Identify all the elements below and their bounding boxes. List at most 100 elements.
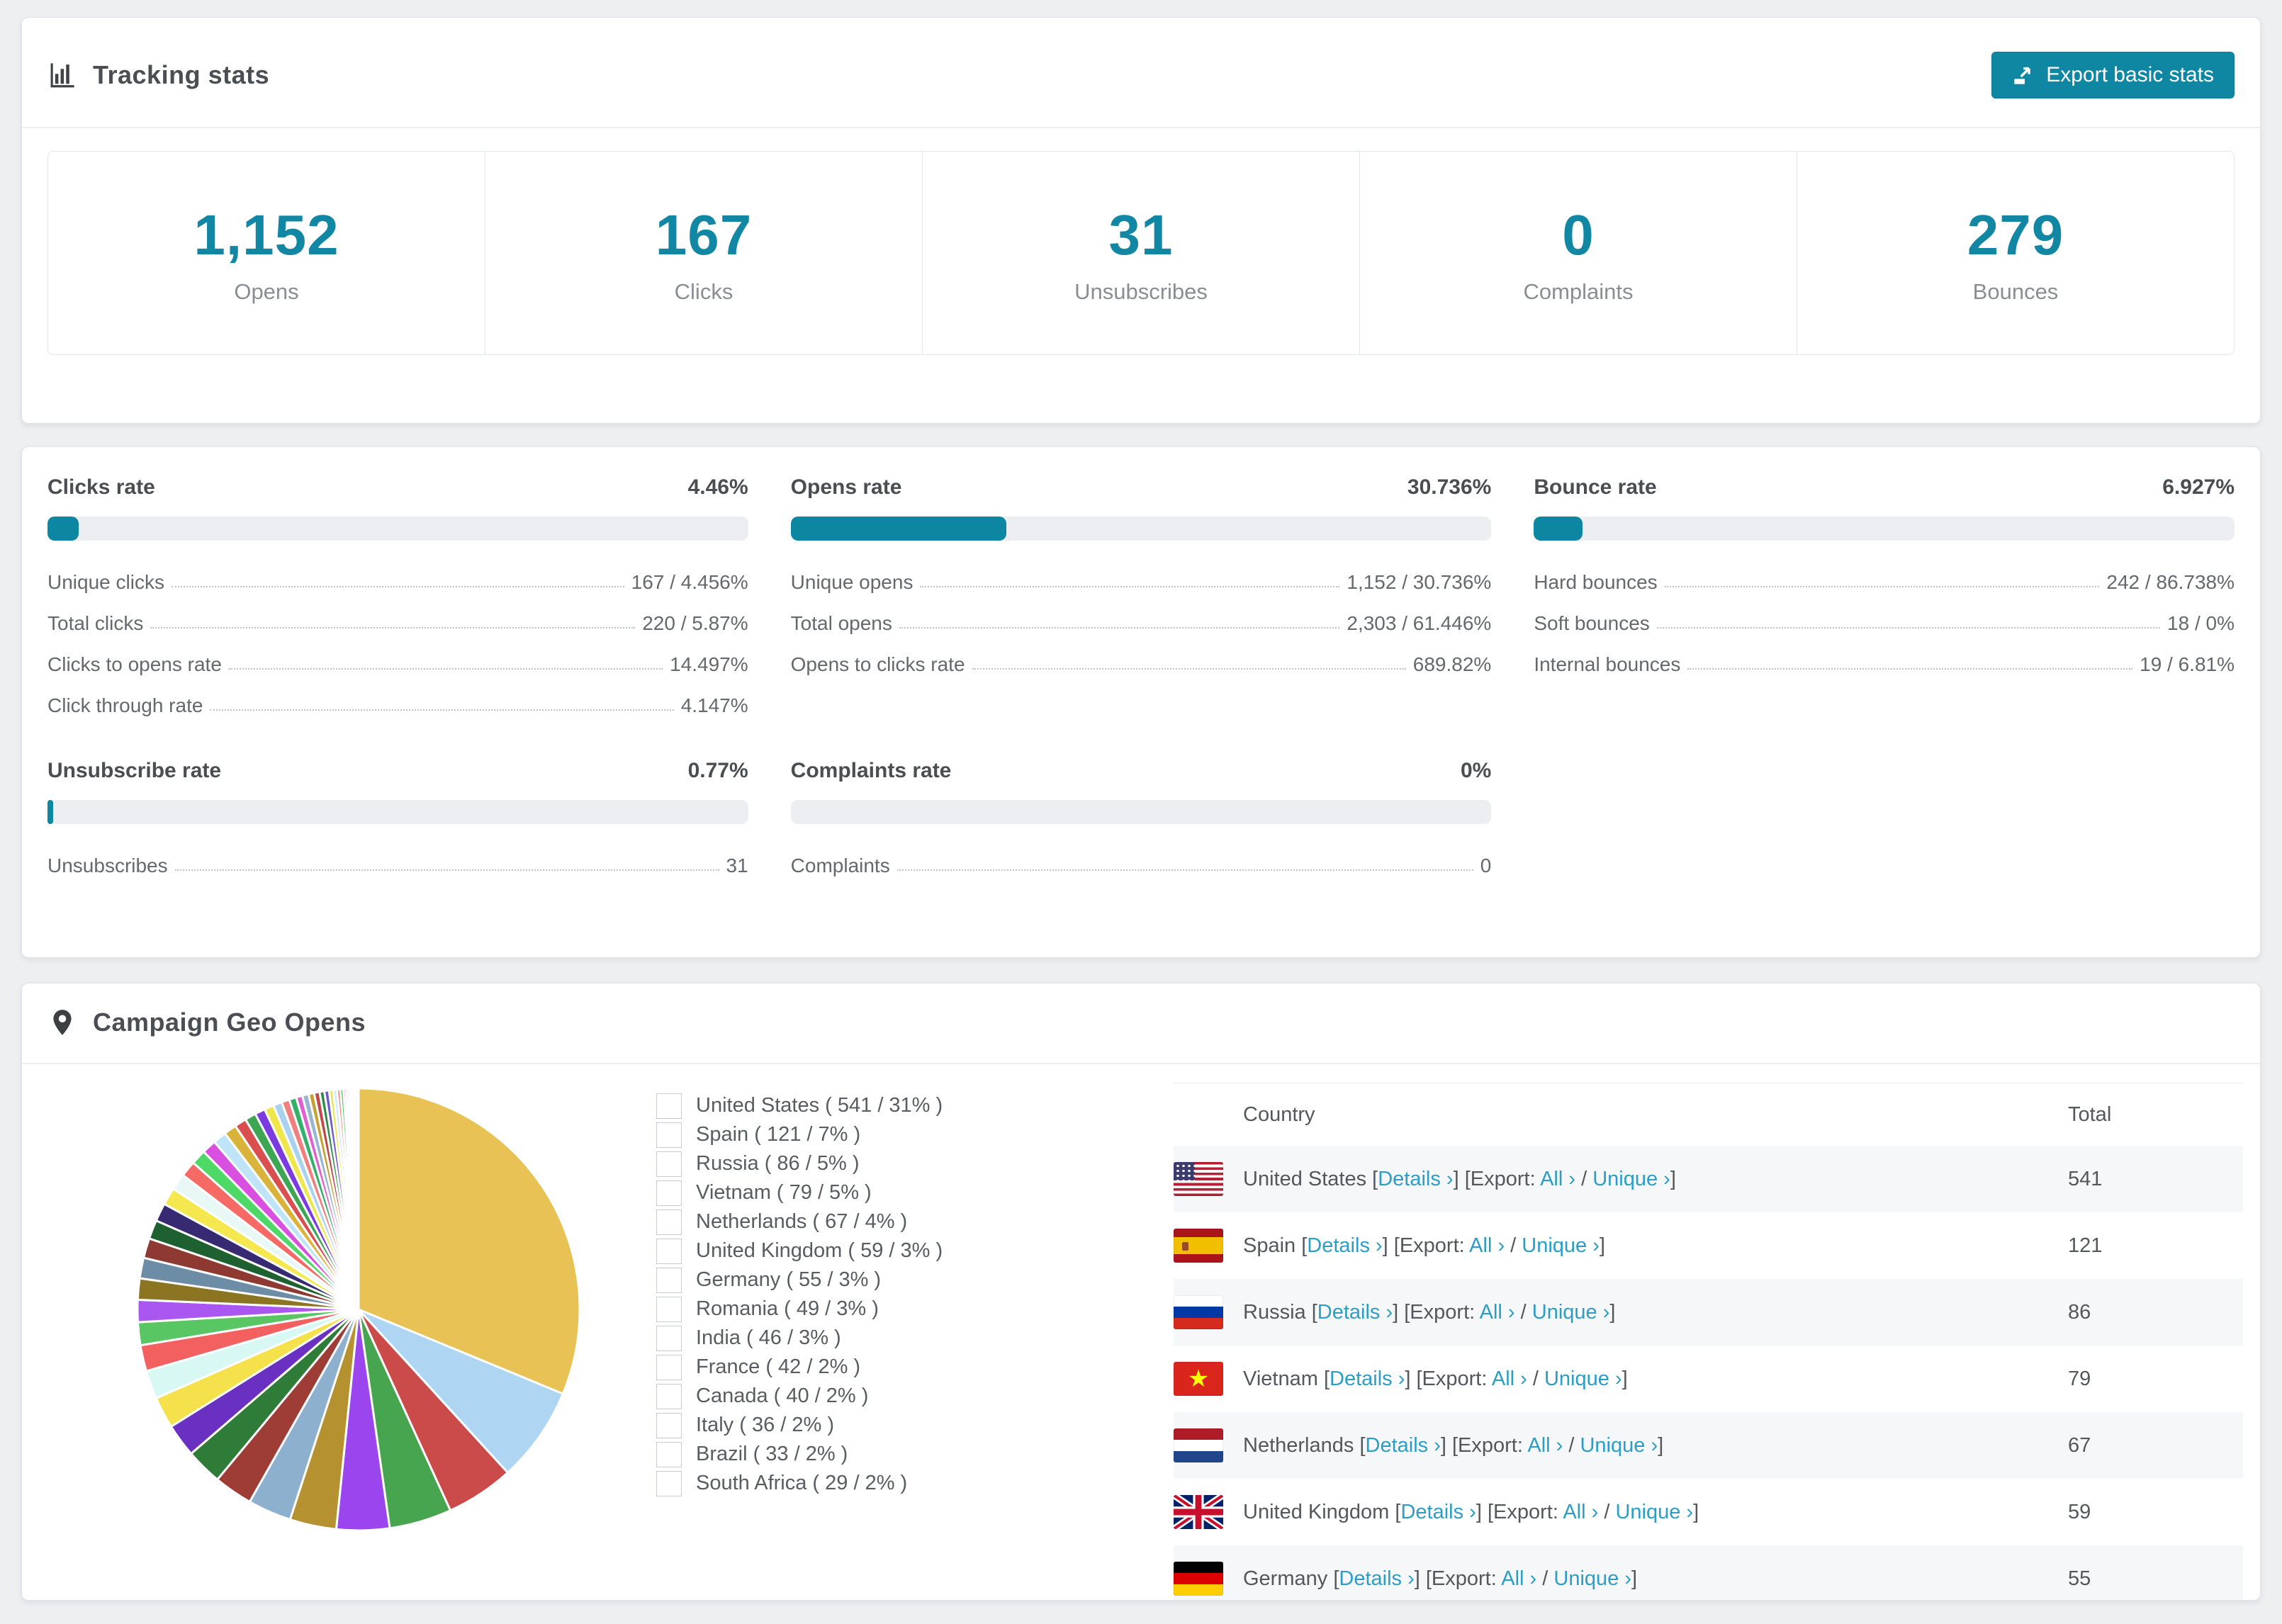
bracket-open: [ [1301, 1234, 1308, 1257]
rate-row-value: 689.82% [1412, 653, 1492, 675]
pie-chart[interactable] [132, 1083, 585, 1536]
export-unique-link[interactable]: Unique › [1580, 1433, 1658, 1457]
export-unique-link[interactable]: Unique › [1553, 1567, 1631, 1590]
rate-row: Total opens 2,303 / 61.446% [791, 603, 1492, 644]
bracket-close: ] [1621, 1367, 1628, 1390]
bracket-close: ] [1599, 1234, 1605, 1257]
dotted-leader [150, 627, 636, 628]
export-label: ] [Export: [1393, 1300, 1480, 1324]
legend-item: Canada ( 40 / 2% ) [656, 1382, 1032, 1411]
details-link[interactable]: Details › [1339, 1567, 1415, 1590]
export-unique-link[interactable]: Unique › [1615, 1500, 1694, 1523]
rate-progress-bar [1534, 517, 2235, 541]
geo-table-header: Country Total [1174, 1083, 2243, 1146]
details-link[interactable]: Details › [1307, 1234, 1383, 1257]
rate-row-label: Hard bounces [1534, 571, 1658, 593]
export-unique-link[interactable]: Unique › [1522, 1234, 1600, 1257]
bracket-open: [ [1323, 1367, 1330, 1390]
rate-row-label: Internal bounces [1534, 653, 1681, 675]
dotted-leader [174, 869, 719, 871]
rate-row: Unique clicks 167 / 4.456% [47, 562, 748, 603]
details-link[interactable]: Details › [1317, 1300, 1393, 1324]
legend-swatch [656, 1122, 682, 1148]
bracket-close: ] [1658, 1433, 1664, 1457]
export-label: ] [Export: [1476, 1500, 1563, 1523]
stat-label: Clicks [674, 279, 734, 304]
campaign-geo-opens-card: Campaign Geo Opens United States ( 541 /… [21, 983, 2261, 1601]
legend-item: Spain ( 121 / 7% ) [656, 1120, 1032, 1149]
geo-pie-wrap [132, 1083, 585, 1536]
map-pin-icon [47, 1008, 77, 1037]
legend-item: Romania ( 49 / 3% ) [656, 1295, 1032, 1324]
rate-row: Soft bounces 18 / 0% [1534, 603, 2235, 644]
rate-row: Click through rate 4.147% [47, 685, 748, 726]
legend-item: France ( 42 / 2% ) [656, 1353, 1032, 1382]
country-flag-icon [1174, 1295, 1223, 1329]
rate-row-label: Unique opens [790, 571, 914, 593]
legend-swatch [656, 1354, 682, 1380]
rate-rows: Unique clicks 167 / 4.456% Total clicks … [47, 562, 748, 726]
rate-row-label: Total opens [790, 612, 892, 634]
legend-label: Romania ( 49 / 3% ) [696, 1297, 879, 1320]
country-name: Netherlands [1243, 1433, 1354, 1457]
export-all-link[interactable]: All › [1540, 1167, 1576, 1190]
dotted-leader [171, 586, 624, 587]
details-link[interactable]: Details › [1400, 1500, 1476, 1523]
dotted-leader [1664, 586, 2100, 587]
export-button-label: Export basic stats [2046, 63, 2214, 86]
rate-row-label: Total clicks [47, 612, 144, 634]
export-unique-link[interactable]: Unique › [1531, 1300, 1610, 1324]
rate-row: Opens to clicks rate 689.82% [791, 644, 1492, 685]
rate-progress-bar [47, 517, 748, 541]
rate-progress-fill [47, 800, 53, 824]
bracket-open: [ [1311, 1300, 1317, 1324]
legend-swatch [656, 1412, 682, 1438]
link-separator: / [1598, 1500, 1616, 1523]
total-value: 121 [2068, 1234, 2103, 1257]
export-all-link[interactable]: All › [1479, 1300, 1515, 1324]
export-label: ] [Export: [1414, 1567, 1502, 1590]
geo-body: United States ( 541 / 31% ) Spain ( 121 … [22, 1064, 2260, 1600]
export-all-link[interactable]: All › [1469, 1234, 1505, 1257]
stat-cell: 167 Clicks [485, 152, 922, 354]
geo-table: Country Total United States [Details ›] … [1174, 1083, 2243, 1600]
export-all-link[interactable]: All › [1563, 1500, 1599, 1523]
dotted-leader [920, 586, 1340, 587]
rate-progress-fill [47, 517, 79, 541]
legend-label: India ( 46 / 3% ) [696, 1326, 841, 1349]
dotted-leader [1687, 668, 2133, 670]
country-name: United States [1243, 1167, 1367, 1190]
rate-rows: Unique opens 1,152 / 30.736% Total opens… [791, 562, 1492, 685]
total-value: 55 [2068, 1567, 2091, 1590]
rate-value: 4.46% [687, 475, 748, 499]
export-basic-stats-button[interactable]: Export basic stats [1991, 52, 2235, 98]
link-separator: / [1563, 1433, 1580, 1457]
legend-label: Vietnam ( 79 / 5% ) [696, 1181, 872, 1204]
rate-block: Clicks rate 4.46% Unique clicks 167 / 4.… [47, 475, 748, 726]
export-all-link[interactable]: All › [1501, 1567, 1537, 1590]
export-unique-link[interactable]: Unique › [1544, 1367, 1622, 1390]
rate-row-label: Unsubscribes [47, 855, 168, 876]
legend-item: Germany ( 55 / 3% ) [656, 1265, 1032, 1295]
stat-cell: 279 Bounces [1797, 152, 2234, 354]
rate-row: Total clicks 220 / 5.87% [47, 603, 748, 644]
rate-row-label: Click through rate [47, 694, 203, 716]
table-header-total: Total [2068, 1103, 2112, 1126]
legend-swatch [656, 1209, 682, 1235]
rate-title: Opens rate [790, 475, 902, 499]
export-all-link[interactable]: All › [1491, 1367, 1527, 1390]
legend-item: India ( 46 / 3% ) [656, 1324, 1032, 1353]
legend-item: Italy ( 36 / 2% ) [656, 1411, 1032, 1440]
link-separator: / [1505, 1234, 1522, 1257]
export-all-link[interactable]: All › [1527, 1433, 1563, 1457]
export-unique-link[interactable]: Unique › [1592, 1167, 1670, 1190]
details-link[interactable]: Details › [1365, 1433, 1441, 1457]
tracking-stats-body: 1,152 Opens 167 Clicks 31 Unsubscribes 0… [22, 128, 2260, 423]
details-link[interactable]: Details › [1330, 1367, 1405, 1390]
legend-label: United Kingdom ( 59 / 3% ) [696, 1239, 943, 1262]
legend-swatch [656, 1383, 682, 1409]
table-row: United Kingdom [Details ›] [Export: All … [1174, 1479, 2243, 1545]
export-icon [2012, 64, 2035, 86]
details-link[interactable]: Details › [1378, 1167, 1454, 1190]
rate-title: Clicks rate [47, 475, 155, 499]
